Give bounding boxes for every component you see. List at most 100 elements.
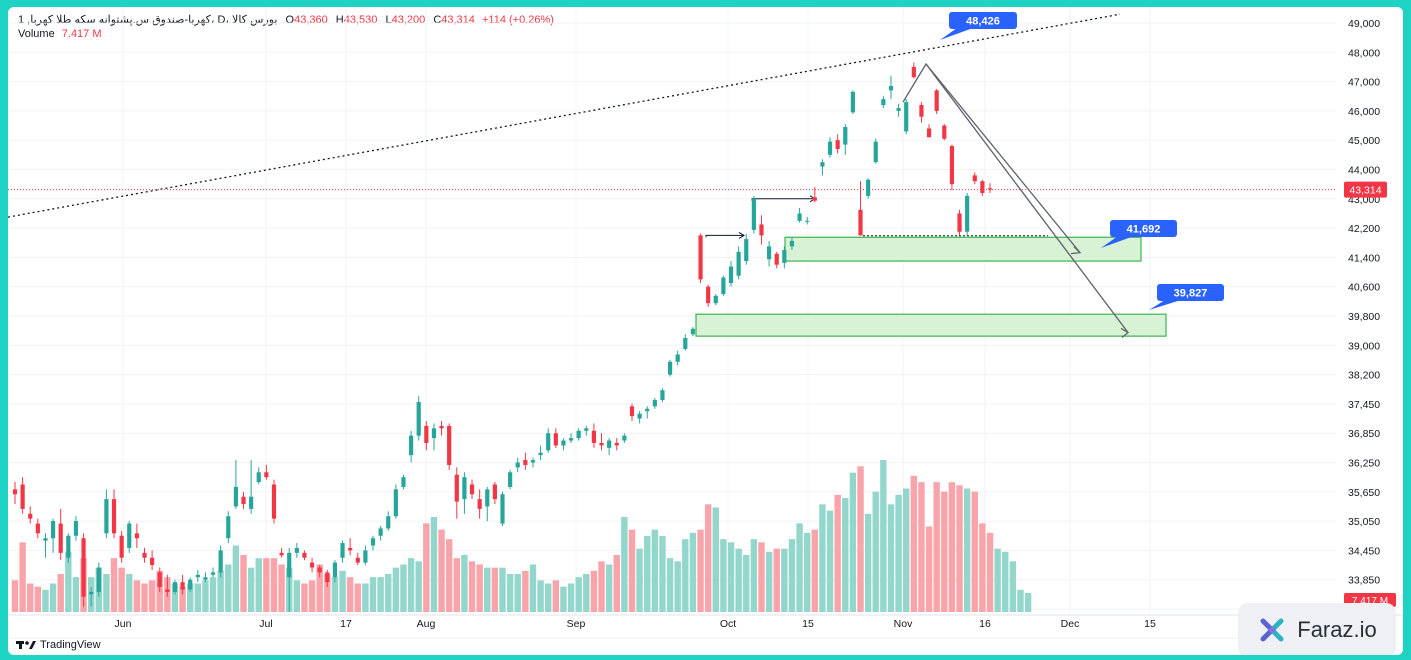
candle-body (683, 337, 688, 349)
volume-bar (301, 583, 308, 612)
candle-body (774, 253, 779, 265)
candle (629, 403, 635, 421)
candle-body (911, 66, 916, 78)
callout-pointer (940, 28, 973, 40)
candle (805, 217, 810, 225)
candle-body (43, 538, 48, 541)
candle-body (858, 209, 863, 236)
volume-bar (217, 570, 224, 612)
candle (127, 521, 132, 553)
candle-body (195, 574, 200, 578)
candle (96, 562, 101, 597)
candle (568, 433, 574, 443)
candle-body (454, 474, 459, 502)
volume-bar (552, 580, 560, 612)
volume-bar (339, 570, 346, 612)
x-tick-label: 15 (1144, 618, 1156, 630)
candle (12, 482, 18, 505)
y-tick-label: 39,800 (1348, 311, 1380, 323)
candle-body (233, 486, 238, 507)
volume-label[interactable]: Volume (18, 28, 55, 40)
volume-bar (529, 564, 537, 612)
candle (104, 489, 109, 539)
candle (675, 350, 680, 366)
y-tick-label: 36,250 (1348, 458, 1380, 470)
candle (614, 438, 619, 451)
callout-label: 39,827 (1174, 288, 1208, 300)
candle-body (294, 547, 299, 553)
candle (744, 233, 749, 265)
volume-bar (720, 539, 727, 612)
candle (424, 420, 429, 451)
price-chart[interactable]: 49,00048,00047,00046,00045,00044,00043,0… (8, 7, 1403, 655)
arrowhead (1120, 327, 1130, 338)
candle-body (431, 428, 437, 439)
candle-body (827, 141, 833, 155)
x-tick-label: 16 (979, 618, 991, 630)
candle (530, 457, 536, 468)
candle-body (20, 484, 25, 509)
volume-bar (560, 586, 567, 612)
volume-bar (186, 583, 194, 612)
volume-bar (644, 536, 651, 612)
x-tick-label: Jun (115, 618, 132, 630)
y-tick-label: 38,200 (1348, 370, 1380, 382)
drawings[interactable] (8, 13, 1336, 338)
candle (835, 134, 840, 154)
candle (28, 506, 33, 524)
candle (774, 251, 779, 269)
candle-body (416, 401, 421, 436)
candle-body (614, 442, 619, 446)
candle (645, 406, 650, 419)
volume-bar (1017, 589, 1024, 612)
volume-bar (567, 583, 575, 612)
volume-bar (247, 567, 255, 612)
candle (843, 124, 848, 155)
volume-bar (148, 580, 156, 612)
faraz-watermark[interactable]: Faraz.io (1238, 603, 1396, 655)
candle-body (926, 128, 932, 138)
candle (736, 246, 741, 280)
volume-bar (666, 558, 674, 612)
arrowhead (1070, 246, 1082, 255)
candle-body (949, 146, 955, 185)
volume-bar (362, 583, 369, 612)
x-tick-label: Dec (1061, 618, 1080, 630)
candle-body (302, 552, 307, 558)
candle-body (287, 552, 292, 578)
candle-body (188, 579, 193, 590)
volume-bar (430, 517, 438, 612)
candle-body (767, 246, 772, 260)
candle (340, 540, 345, 563)
volume-bar (209, 577, 217, 612)
candle (500, 491, 505, 526)
candle (165, 574, 170, 597)
volume-bar (484, 567, 491, 612)
volume-bar (42, 589, 49, 612)
volume-bar (842, 498, 849, 612)
candle-body (980, 181, 985, 193)
volume-bar (979, 523, 986, 612)
candle (210, 567, 216, 578)
candle (150, 550, 155, 570)
volume-bar (385, 574, 392, 612)
candle-body (203, 577, 208, 580)
candle-body (553, 433, 558, 446)
support-zones[interactable] (695, 236, 1167, 337)
candle (782, 246, 787, 269)
candle-body (50, 521, 56, 539)
callout-pointer (1101, 236, 1134, 248)
volume-bar (346, 577, 354, 612)
candle (980, 179, 985, 196)
volume-bar (857, 466, 864, 612)
candle (789, 237, 795, 251)
tradingview-logo[interactable]: TradingView (16, 639, 101, 651)
candle-body (972, 175, 977, 182)
candle-body (797, 213, 802, 221)
candle-body (530, 460, 536, 463)
callout-box (1110, 220, 1177, 237)
candle (607, 438, 612, 456)
volume-bar (225, 564, 232, 612)
candle (553, 428, 558, 448)
candle (271, 479, 277, 524)
